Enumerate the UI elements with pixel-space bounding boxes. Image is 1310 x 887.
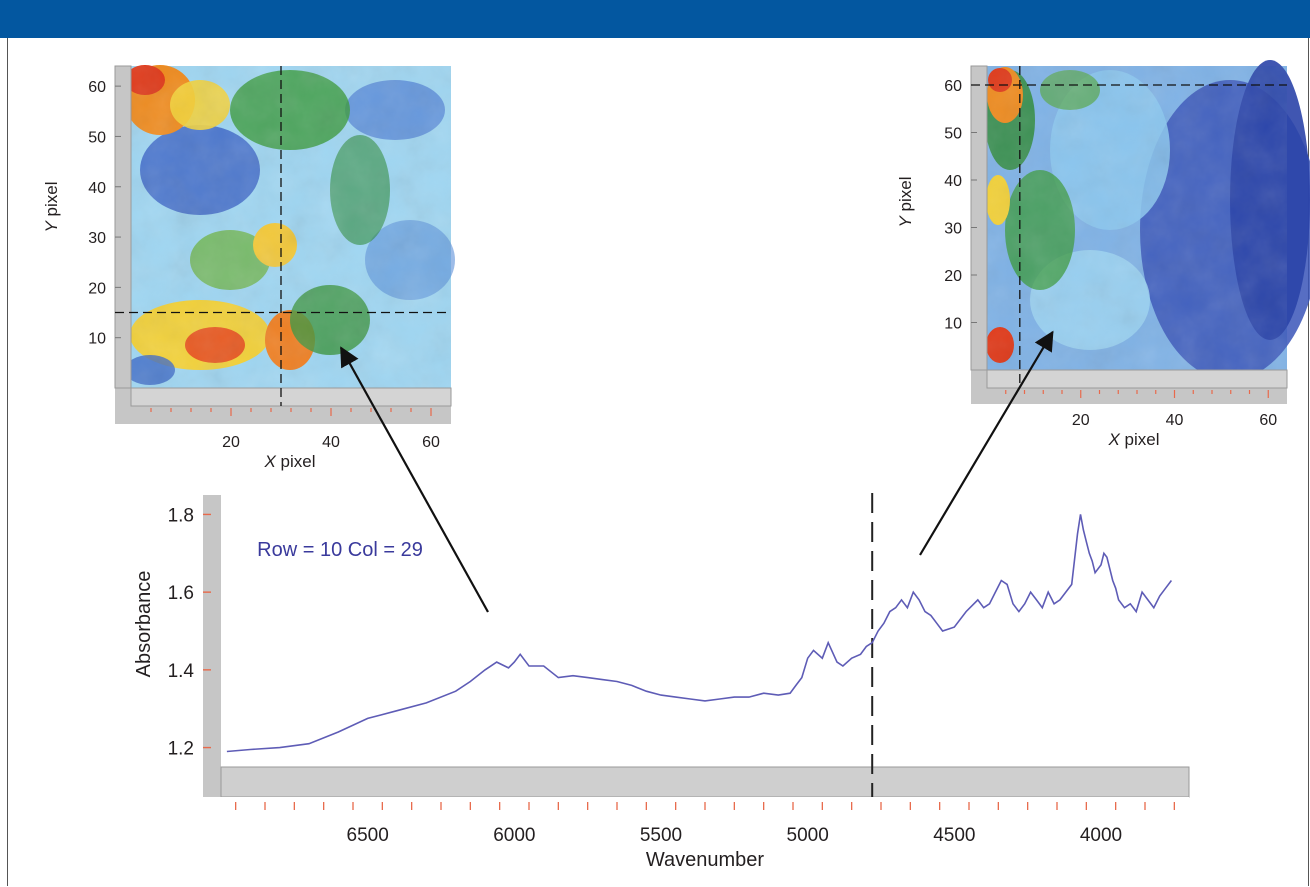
x-tick-label: 5000 [787,825,829,846]
left-heatmap-texture [131,66,451,388]
left-y-ticks: 10 20 30 40 50 60 [88,79,121,348]
x-tick-label: 4000 [1080,825,1122,846]
y-tick-label: 1.4 [168,661,195,682]
spectrum-annotation: Row = 10 Col = 29 [257,539,423,561]
y-tick-label: 20 [944,268,962,285]
y-tick-label: 60 [944,78,962,95]
spectrum-x-axis-label: Wavenumber [646,849,765,871]
left-x-scrollbar [130,387,452,407]
spectrum-y-ticks: 1.2 1.4 1.6 1.8 [168,505,211,760]
left-x-axis-label: X pixel [263,452,315,471]
right-crosshair [971,66,1287,388]
x-tick-label: 20 [222,434,240,451]
header-bar [0,0,1310,38]
y-tick-label: 10 [944,316,962,333]
spectrum-y-axis-label: Absorbance [133,571,155,678]
y-tick-label: 1.8 [168,505,194,526]
y-tick-label: 50 [88,129,106,146]
x-tick-label: 6000 [493,825,535,846]
spectrum-panel: 6500 6000 5500 5000 4500 4000 1.2 1.4 1.6 1.8 Ro… [133,493,1190,871]
x-tick-label: 4500 [933,825,975,846]
right-y-ticks: 10 20 30 40 50 60 [944,78,977,333]
y-tick-label: 20 [88,280,106,297]
x-tick-label: 40 [1166,412,1184,429]
x-tick-label: 60 [1259,412,1277,429]
spectrum-x-ruler [203,797,1189,821]
right-heatmap-texture [987,66,1287,370]
x-tick-label: 6500 [347,825,389,846]
x-tick-label: 40 [322,434,340,451]
figure-frame [7,38,1309,886]
arrow-to-right-map [919,330,1054,556]
y-tick-label: 1.6 [168,583,194,604]
right-x-axis-label: X pixel [1107,430,1159,449]
x-tick-label: 5500 [640,825,682,846]
right-x-ticks: 20 40 60 [1005,390,1277,429]
x-tick-label: 60 [422,434,440,451]
y-tick-label: 50 [944,126,962,143]
left-y-axis-label: Y pixel [42,181,61,232]
x-tick-label: 20 [1072,412,1090,429]
y-tick-label: 30 [88,230,106,247]
y-tick-label: 40 [944,173,962,190]
y-tick-label: 40 [88,180,106,197]
left-x-ticks: 20 40 60 [150,408,440,451]
y-tick-label: 10 [88,331,106,348]
spectrum-series-line [226,514,1173,753]
arrow-to-left-map [340,346,489,613]
spectrum-y-axis-bar [203,495,221,821]
y-tick-label: 60 [88,79,106,96]
right-x-scrollbar [986,369,1288,389]
left-heatmap-panel: 20 40 60 10 20 30 40 50 60 X pixel Y pixel [42,65,455,471]
right-heatmap-panel: 20 40 60 10 20 30 40 50 60 X pixel Y pixel [896,60,1310,449]
right-y-scrollbar [970,65,988,371]
spectrum-x-ticks: 6500 6000 5500 5000 4500 4000 [235,802,1175,846]
left-y-scrollbar [114,65,132,389]
y-tick-label: 1.2 [168,739,194,760]
spectrum-x-scrollbar [220,766,1190,798]
left-crosshair [115,66,451,406]
y-tick-label: 30 [944,221,962,238]
right-y-axis-label: Y pixel [896,176,915,227]
